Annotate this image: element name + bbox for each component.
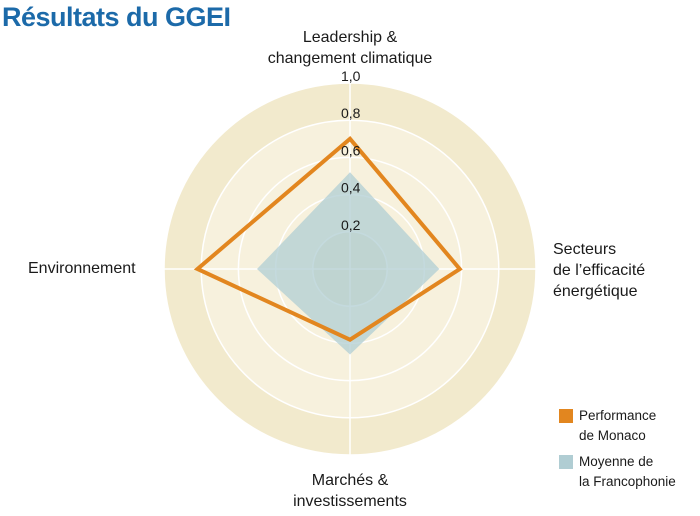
legend-item-monaco: Performance de Monaco bbox=[559, 406, 676, 446]
axis-label-line: Secteurs bbox=[553, 241, 617, 258]
series-area-francophonie bbox=[257, 172, 440, 355]
legend-label: Performance bbox=[579, 408, 657, 423]
axis-label-line: investissements bbox=[293, 493, 407, 510]
series-line-monaco bbox=[193, 135, 463, 342]
legend: Performance de Monaco Moyenne de la Fran… bbox=[559, 406, 676, 498]
axis-label-secteurs: Secteurs de l’efficacité énergétique bbox=[553, 239, 645, 302]
axis-label-line: Environnement bbox=[28, 260, 136, 277]
axis-label-line: énergétique bbox=[553, 283, 638, 300]
tick-label: 1,0 bbox=[341, 68, 361, 84]
tick-label: 0,2 bbox=[341, 217, 361, 233]
axis-label-marches: Marchés & investissements bbox=[250, 470, 450, 512]
legend-swatch-blue bbox=[559, 455, 573, 469]
axis-label-line: de l’efficacité bbox=[553, 262, 646, 279]
axis-label-line: Leadership & bbox=[302, 29, 398, 46]
tick-label: 0,8 bbox=[341, 105, 361, 121]
legend-label: la Francophonie bbox=[579, 474, 676, 489]
axis-label-line: Marchés & bbox=[311, 472, 389, 489]
chart-title: Résultats du GGEI bbox=[2, 2, 231, 32]
legend-item-francophonie: Moyenne de la Francophonie bbox=[559, 452, 676, 492]
axis-label-line: changement climatique bbox=[267, 50, 433, 67]
legend-label: Moyenne de bbox=[579, 454, 654, 469]
tick-label: 0,6 bbox=[341, 142, 361, 158]
axis-label-environnement: Environnement bbox=[28, 258, 136, 279]
tick-label: 0,4 bbox=[341, 180, 361, 196]
legend-swatch-orange bbox=[559, 409, 573, 423]
axis-label-leadership: Leadership & changement climatique bbox=[250, 27, 450, 69]
legend-label: de Monaco bbox=[579, 428, 646, 443]
